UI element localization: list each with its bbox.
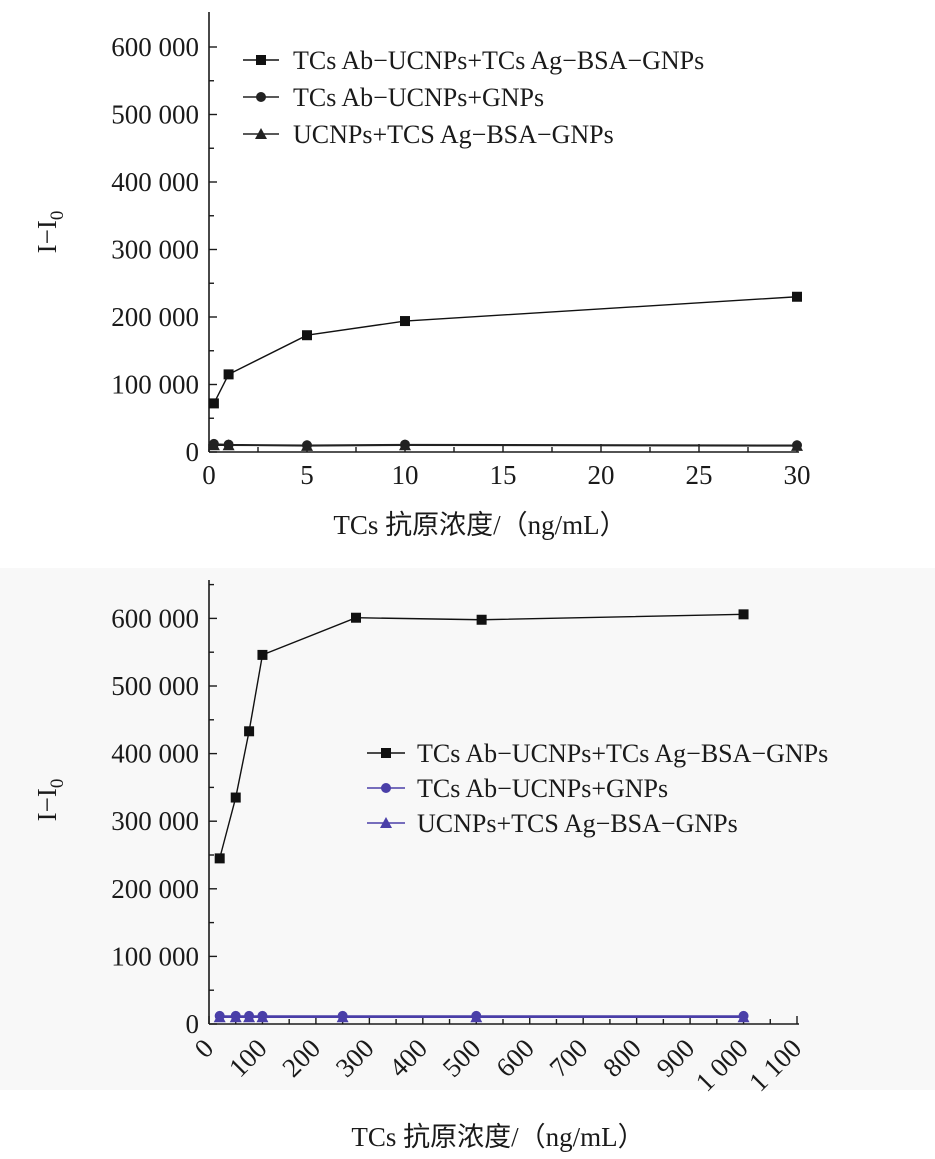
chart2-y-axis-title-main: I−I: [32, 788, 62, 821]
chart2-background: [0, 568, 935, 1090]
chart1-y-axis-title-subscript: 0: [47, 211, 68, 221]
chart1-y-tick-label: 0: [186, 437, 200, 467]
chart1-series-1-point: [223, 369, 234, 380]
chart1-y-tick-label: 200 000: [111, 302, 199, 332]
chart2-legend-marker-3: [380, 817, 392, 828]
chart1-y-tick-label: 600 000: [111, 32, 199, 62]
chart1-x-axis-title: TCs 抗原浓度/（ng/mL）: [333, 510, 626, 540]
chart1-series-2-line: [213, 443, 798, 446]
chart1-x-tick-label: 5: [300, 460, 314, 490]
chart2-legend-label-1: TCs Ab−UCNPs+TCs Ag−BSA−GNPs: [417, 739, 828, 768]
chart1-series-1-point: [792, 291, 802, 302]
chart1-x-tick-label: 30: [784, 460, 811, 490]
chart1-series-1-line: [213, 296, 798, 404]
chart2-series-2-point: [257, 1010, 268, 1021]
chart2-series-1-point: [738, 609, 749, 620]
chart2-series-1-point: [244, 726, 255, 737]
chart1-series-1-point: [208, 398, 219, 409]
chart1-series-1-point: [302, 330, 312, 341]
chart2-y-tick-label: 200 000: [111, 874, 199, 904]
chart1-legend-label-1: TCs Ab−UCNPs+TCs Ag−BSA−GNPs: [293, 46, 704, 75]
chart2-y-tick-label: 0: [186, 1009, 200, 1039]
chart2-series-1-point: [230, 792, 241, 803]
chart2-series-2-point: [337, 1010, 348, 1021]
chart1-y-tick-label: 100 000: [111, 370, 199, 400]
chart2-series-2-point: [471, 1010, 482, 1021]
chart2-y-tick-label: 300 000: [111, 806, 199, 836]
chart2-series-1-point: [214, 853, 225, 864]
chart1-x-tick-label: 20: [588, 460, 615, 490]
chart1-x-tick-label: 25: [686, 460, 713, 490]
chart2-legend-label-3: UCNPs+TCS Ag−BSA−GNPs: [417, 809, 738, 838]
chart2-y-axis-title-subscript: 0: [47, 779, 68, 789]
chart1-series-2-point: [208, 438, 219, 449]
chart2-y-tick-label: 500 000: [111, 671, 199, 701]
chart1-y-tick-label: 400 000: [111, 167, 199, 197]
chart2-series-1-point: [351, 612, 361, 623]
chart2-y-tick-label: 400 000: [111, 739, 199, 769]
chart2-y-axis-title: I−I0: [32, 779, 68, 822]
chart1-series-2-point: [223, 439, 234, 450]
chart2-series-1-point: [257, 649, 268, 660]
chart1-y-axis-title-main: I−I: [32, 220, 62, 253]
chart1-x-tick-label: 0: [202, 460, 216, 490]
chart2-legend-label-2: TCs Ab−UCNPs+GNPs: [417, 774, 668, 803]
chart2-series-2-point: [244, 1010, 255, 1021]
chart1-legend-marker-3: [255, 128, 267, 139]
chart1-x-tick-label: 10: [392, 460, 419, 490]
chart2-series-1-point: [476, 614, 487, 625]
chart1-series-2-point: [302, 440, 312, 451]
chart1-series-2-point: [400, 439, 410, 450]
chart1-legend-marker-1: [256, 55, 266, 65]
chart2-series-2-point: [214, 1010, 225, 1021]
chart2-y-tick-label: 600 000: [111, 603, 199, 633]
chart1-y-tick-label: 300 000: [111, 235, 199, 265]
chart2-legend-marker-2: [381, 783, 391, 793]
chart1-x-tick-label: 15: [490, 460, 517, 490]
chart2-x-axis-title: TCs 抗原浓度/（ng/mL）: [351, 1122, 644, 1152]
chart2-y-tick-label: 100 000: [111, 941, 199, 971]
chart1-series-2-point: [792, 440, 802, 451]
chart1-legend-label-3: UCNPs+TCS Ag−BSA−GNPs: [293, 120, 614, 149]
chart1-legend-marker-2: [256, 92, 266, 102]
chart1-y-axis-title: I−I0: [32, 211, 68, 254]
chart2-series-2-point: [230, 1010, 241, 1021]
chart1-series-1-point: [400, 316, 410, 327]
chart1-legend-label-2: TCs Ab−UCNPs+GNPs: [293, 83, 544, 112]
chart2-legend-marker-1: [381, 748, 391, 758]
chart2-series-2-point: [738, 1010, 749, 1021]
chart1-y-tick-label: 500 000: [111, 100, 199, 130]
